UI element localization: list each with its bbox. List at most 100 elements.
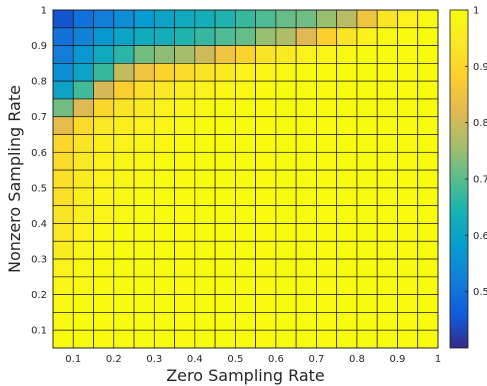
heatmap-cell — [133, 276, 155, 295]
heatmap-cell — [52, 98, 74, 118]
heatmap-cell — [194, 98, 216, 118]
heatmap-cell — [295, 205, 317, 224]
heatmap-cell — [316, 98, 338, 118]
heatmap-cell — [153, 169, 175, 189]
heatmap-cell — [295, 45, 317, 64]
heatmap-cell — [356, 169, 378, 189]
heatmap-cell — [174, 151, 196, 171]
x-tick-label: 0.1 — [65, 354, 81, 365]
heatmap-cell — [275, 312, 297, 331]
heatmap-cell — [235, 27, 256, 46]
heatmap-cell — [417, 134, 439, 153]
heatmap-cell — [255, 205, 277, 224]
heatmap-cell — [376, 9, 398, 29]
heatmap-cell — [255, 169, 277, 189]
heatmap-cell — [52, 187, 74, 207]
heatmap-cell — [417, 80, 439, 100]
heatmap-cell — [72, 240, 94, 260]
x-axis-label: Zero Sampling Rate — [166, 366, 325, 385]
heatmap-cell — [316, 276, 338, 295]
heatmap-cell — [113, 9, 135, 29]
heatmap-cell — [397, 45, 419, 64]
heatmap-cell — [214, 98, 236, 118]
heatmap-cell — [376, 116, 398, 135]
heatmap-cell — [295, 116, 317, 135]
heatmap-cell — [295, 258, 317, 278]
y-tick-label: 0.1 — [31, 326, 47, 337]
heatmap-cell — [316, 9, 338, 29]
heatmap-cell — [275, 223, 297, 242]
heatmap-cell — [255, 294, 277, 313]
heatmap-cell — [113, 151, 135, 171]
heatmap-cell — [153, 116, 175, 135]
heatmap-cell — [417, 205, 439, 224]
heatmap-cell — [397, 329, 419, 349]
heatmap-cell — [52, 63, 74, 82]
heatmap-cell — [113, 27, 135, 46]
heatmap-cell — [376, 258, 398, 278]
heatmap-cell — [133, 9, 155, 29]
heatmap-cell — [93, 258, 115, 278]
heatmap-cell — [133, 312, 155, 331]
heatmap-cell — [295, 63, 317, 82]
heatmap-cell — [133, 187, 155, 207]
heatmap-cell — [93, 294, 115, 313]
heatmap-cell — [214, 45, 236, 64]
heatmap-cell — [174, 294, 196, 313]
heatmap-cell — [356, 63, 378, 82]
heatmap-cell — [235, 9, 256, 29]
heatmap-cell — [397, 312, 419, 331]
heatmap-cell — [275, 116, 297, 135]
heatmap-cell — [316, 151, 338, 171]
y-tick-label: 0.8 — [31, 77, 47, 88]
heatmap-cell — [397, 27, 419, 46]
heatmap-cell — [113, 240, 135, 260]
heatmap-cell — [133, 151, 155, 171]
heatmap-cell — [153, 276, 175, 295]
heatmap-cell — [417, 240, 439, 260]
heatmap-cell — [153, 134, 175, 153]
y-tick-label: 0.2 — [31, 290, 47, 301]
colorbar-tick-label: 0.7 — [473, 175, 487, 186]
heatmap-cell — [113, 45, 135, 64]
heatmap-cell — [417, 223, 439, 242]
heatmap-cell — [153, 258, 175, 278]
heatmap-cell — [72, 169, 94, 189]
heatmap-cell — [194, 240, 216, 260]
heatmap-cell — [235, 151, 256, 171]
heatmap-cell — [397, 223, 419, 242]
heatmap-cell — [376, 294, 398, 313]
heatmap-cell — [376, 80, 398, 100]
heatmap-cell — [52, 134, 74, 153]
heatmap-cell — [316, 240, 338, 260]
heatmap-cell — [275, 27, 297, 46]
heatmap-cell — [275, 134, 297, 153]
heatmap-cell — [133, 116, 155, 135]
heatmap-cell — [336, 205, 358, 224]
heatmap-cell — [72, 258, 94, 278]
heatmap-cell — [174, 258, 196, 278]
heatmap-cell — [417, 151, 439, 171]
heatmap-cell — [397, 134, 419, 153]
heatmap-cell — [275, 63, 297, 82]
y-axis-label: Nonzero Sampling Rate — [5, 85, 24, 273]
heatmap-cell — [316, 294, 338, 313]
heatmap-cell — [153, 9, 175, 29]
heatmap-cell — [295, 329, 317, 349]
heatmap-cell — [174, 312, 196, 331]
heatmap-cell — [153, 329, 175, 349]
heatmap-cell — [214, 27, 236, 46]
heatmap-cell — [113, 276, 135, 295]
heatmap-cell — [295, 294, 317, 313]
y-tick-label: 0.7 — [31, 112, 47, 123]
heatmap-cell — [397, 151, 419, 171]
heatmap-cell — [255, 187, 277, 207]
heatmap-cell — [376, 151, 398, 171]
heatmap-cell — [214, 223, 236, 242]
heatmap-cell — [52, 27, 74, 46]
heatmap-cell — [153, 45, 175, 64]
heatmap-cell — [295, 169, 317, 189]
heatmap-cell — [255, 9, 277, 29]
heatmap-cell — [316, 63, 338, 82]
heatmap-cell — [255, 258, 277, 278]
